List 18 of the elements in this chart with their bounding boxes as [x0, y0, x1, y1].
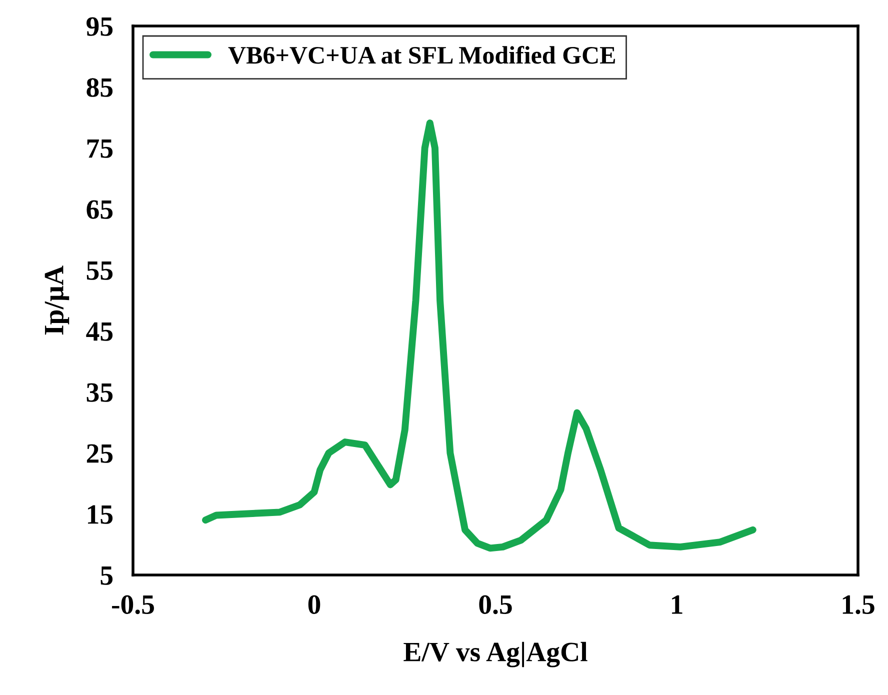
x-tick-label: 0.5	[479, 595, 512, 614]
y-tick-label: 45	[86, 322, 113, 341]
y-tick-label: 35	[86, 383, 113, 402]
y-tick-label: 95	[86, 17, 113, 36]
x-tick-label: -0.5	[112, 595, 154, 614]
x-tick-label: 0	[308, 595, 320, 614]
y-tick-label: 55	[86, 261, 113, 280]
y-tick-label: 25	[86, 444, 113, 463]
y-tick-label: 15	[88, 505, 113, 524]
y-tick-label: 85	[86, 78, 113, 97]
y-tick-label: 65	[86, 200, 113, 219]
legend-label: VB6+VC+UA at SFL Modified GCE	[228, 46, 615, 64]
y-tick-label: 75	[87, 139, 113, 158]
y-axis-title: Ip/µA	[44, 266, 70, 335]
x-tick-label: 1	[672, 595, 682, 614]
x-tick-label: 1.5	[842, 595, 874, 614]
x-axis-title: E/V vs Ag|AgCl	[404, 642, 588, 668]
y-tick-label: 5	[100, 566, 113, 585]
